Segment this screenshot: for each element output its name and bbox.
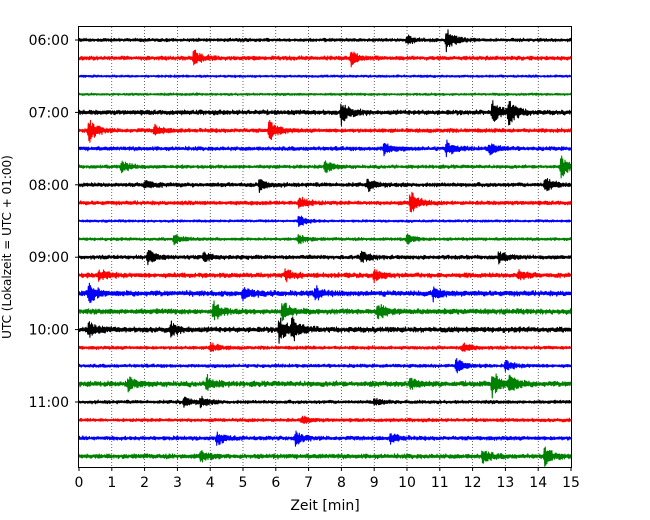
trace-0645: [78, 92, 572, 97]
x-tick-label: 14: [529, 475, 547, 491]
trace-1100: [78, 395, 572, 409]
trace-0945: [78, 300, 572, 322]
x-tick-label: 8: [337, 475, 346, 491]
trace-0630: [78, 74, 572, 79]
x-tick-label: 13: [496, 475, 514, 491]
trace-0815: [78, 191, 572, 213]
x-tick-label: 9: [370, 475, 379, 491]
traces: [78, 29, 572, 467]
trace-0900: [78, 249, 572, 266]
x-tick-label: 11: [431, 475, 449, 491]
y-axis-label: UTC (Lokalzeit = UTC + 01:00): [0, 155, 14, 339]
trace-1145: [78, 446, 572, 467]
x-tick-label: 4: [206, 475, 215, 491]
x-tick-label: 12: [464, 475, 482, 491]
plot-frame: [78, 26, 572, 468]
x-axis: 0 1 2 3 4 5 6 7 8 9 10 11 12 13 14 15: [75, 467, 580, 491]
x-tick-label: 7: [304, 475, 313, 491]
y-tick-label: 07:00: [29, 105, 69, 121]
grid: [111, 27, 539, 467]
trace-1030: [78, 357, 572, 374]
x-tick-label: 10: [398, 475, 416, 491]
x-tick-label: 15: [562, 475, 580, 491]
x-tick-label: 1: [107, 475, 116, 491]
x-tick-label: 6: [271, 475, 280, 491]
x-tick-label: 2: [140, 475, 149, 491]
x-tick-label: 5: [239, 475, 248, 491]
trace-0915: [78, 268, 572, 284]
trace-1000: [78, 316, 572, 344]
x-tick-label: 0: [75, 475, 84, 491]
trace-0745: [78, 155, 572, 179]
trace-1115: [78, 415, 572, 424]
trace-0600: [78, 29, 572, 53]
trace-0800: [78, 178, 572, 194]
x-tick-label: 3: [173, 475, 182, 491]
trace-1015: [78, 342, 572, 353]
trace-0845: [78, 233, 572, 246]
trace-0930: [78, 282, 572, 304]
trace-0700: [78, 100, 572, 127]
y-tick-label: 10:00: [29, 323, 69, 339]
trace-1045: [78, 373, 572, 399]
y-axis: 06:00 07:00 08:00 09:00 10:00 11:00: [29, 33, 79, 411]
y-tick-label: 08:00: [29, 178, 69, 194]
x-axis-label: Zeit [min]: [290, 498, 359, 514]
trace-0615: [78, 49, 572, 68]
trace-0830: [78, 215, 572, 227]
y-tick-label: 09:00: [29, 250, 69, 266]
y-tick-label: 06:00: [29, 33, 69, 49]
trace-0730: [78, 139, 572, 158]
y-tick-label: 11:00: [29, 395, 69, 411]
trace-0715: [78, 119, 572, 143]
trace-1130: [78, 430, 572, 447]
